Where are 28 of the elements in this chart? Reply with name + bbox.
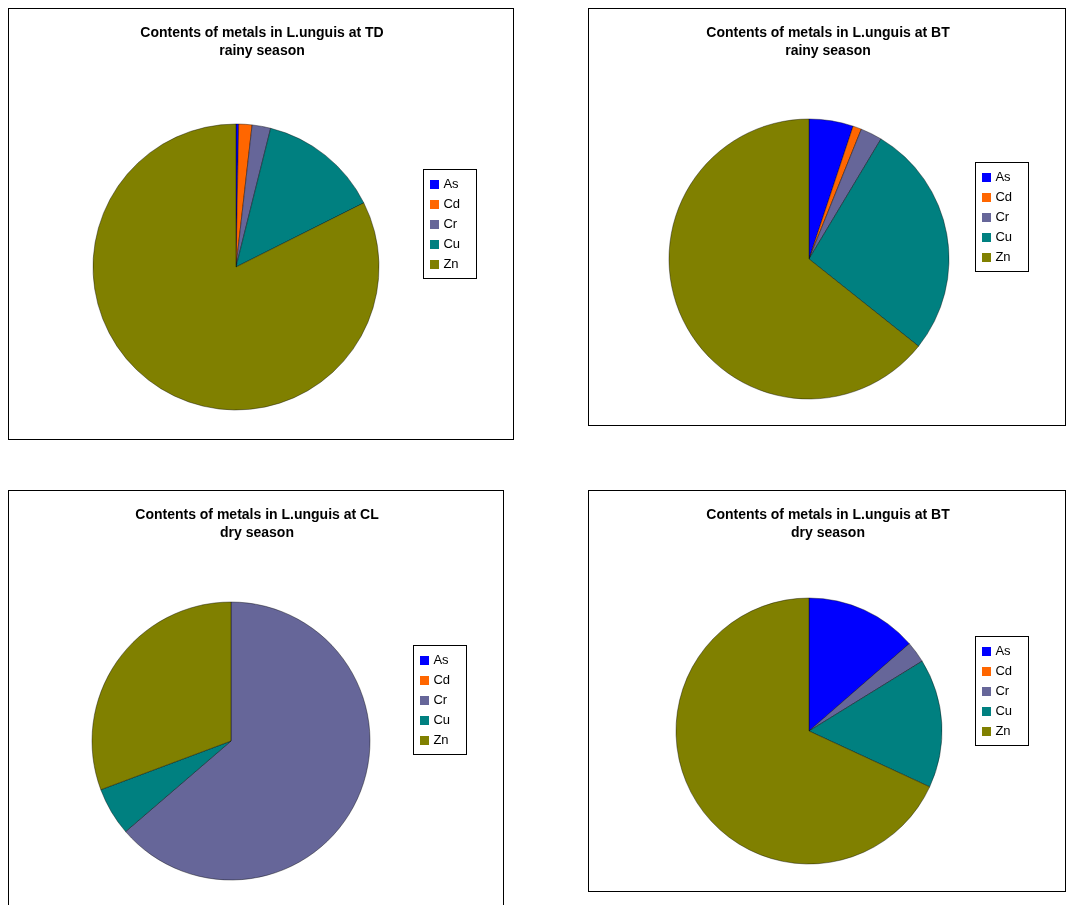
chart-subtitle: rainy season [218, 41, 306, 59]
legend-label: Cu [995, 229, 1012, 244]
chart-title: Contents of metals in L.unguis at BT [705, 505, 951, 523]
legend-label: Cr [433, 692, 448, 707]
legend-label: Zn [995, 249, 1011, 264]
legend-label: Zn [433, 732, 449, 747]
legend-label: Cr [443, 216, 458, 231]
legend-label: Cu [995, 703, 1012, 718]
chart-subtitle: dry season [790, 523, 866, 541]
legend-label: Zn [443, 256, 459, 271]
legend-label: Cd [995, 189, 1012, 204]
legend-label: As [443, 176, 459, 191]
legend-label: As [433, 652, 449, 667]
legend-label: Cu [443, 236, 460, 251]
legend-label: Cd [433, 672, 450, 687]
legend-label: Cd [443, 196, 460, 211]
chart-subtitle: dry season [219, 523, 295, 541]
legend-label: Zn [995, 723, 1011, 738]
chart-title: Contents of metals in L.unguis at TD [139, 23, 385, 41]
chart-title: Contents of metals in L.unguis at BT [705, 23, 951, 41]
chart-title: Contents of metals in L.unguis at CL [134, 505, 380, 523]
legend-label: Cu [433, 712, 450, 727]
legend-label: As [995, 643, 1011, 658]
legend-label: Cd [995, 663, 1012, 678]
legend-label: As [995, 169, 1011, 184]
legend-label: Cr [995, 209, 1010, 224]
chart-subtitle: rainy season [784, 41, 872, 59]
legend-label: Cr [995, 683, 1010, 698]
